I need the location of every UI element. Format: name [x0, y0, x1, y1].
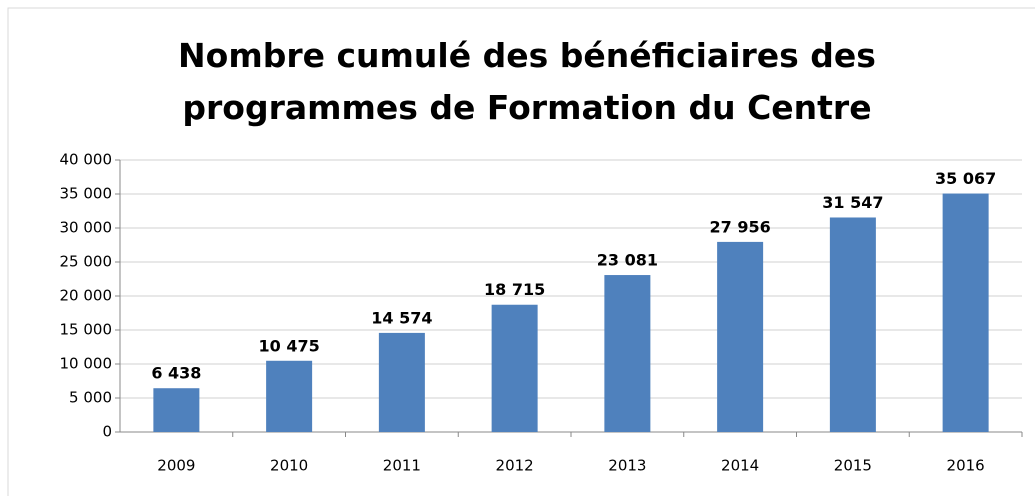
y-tick-label: 5 000 — [69, 389, 112, 407]
value-label: 31 547 — [822, 193, 883, 212]
bar — [942, 193, 989, 432]
value-label: 6 438 — [151, 364, 201, 383]
y-tick-label: 30 000 — [60, 219, 113, 237]
y-tick-label: 25 000 — [60, 253, 113, 271]
y-tick-label: 15 000 — [60, 321, 113, 339]
value-label: 18 715 — [484, 280, 545, 299]
y-tick-label: 35 000 — [60, 185, 113, 203]
bar — [153, 388, 200, 432]
y-tick-label: 10 000 — [60, 355, 113, 373]
value-label: 35 067 — [935, 169, 996, 188]
x-tick-label: 2011 — [383, 457, 421, 475]
bar — [266, 360, 313, 432]
x-tick-label: 2014 — [721, 457, 759, 475]
chart-title: Nombre cumulé des bénéficiaires des prog… — [178, 36, 876, 127]
y-tick-label: 0 — [102, 423, 112, 441]
x-tick-label: 2010 — [270, 457, 308, 475]
value-label: 14 574 — [371, 308, 432, 327]
value-label: 10 475 — [259, 336, 320, 355]
bar — [491, 304, 538, 432]
bar — [829, 217, 876, 432]
value-label: 23 081 — [597, 251, 658, 270]
y-tick-label: 40 000 — [60, 151, 113, 169]
value-label: 27 956 — [710, 217, 771, 236]
bar — [378, 332, 425, 432]
x-tick-label: 2016 — [947, 457, 985, 475]
x-tick-label: 2012 — [496, 457, 534, 475]
x-tick-label: 2015 — [834, 457, 872, 475]
x-tick-label: 2013 — [608, 457, 646, 475]
bar — [604, 275, 651, 432]
bar — [717, 241, 764, 432]
chart-frame — [7, 7, 1035, 496]
y-tick-label: 20 000 — [60, 287, 113, 305]
x-tick-label: 2009 — [157, 457, 195, 475]
